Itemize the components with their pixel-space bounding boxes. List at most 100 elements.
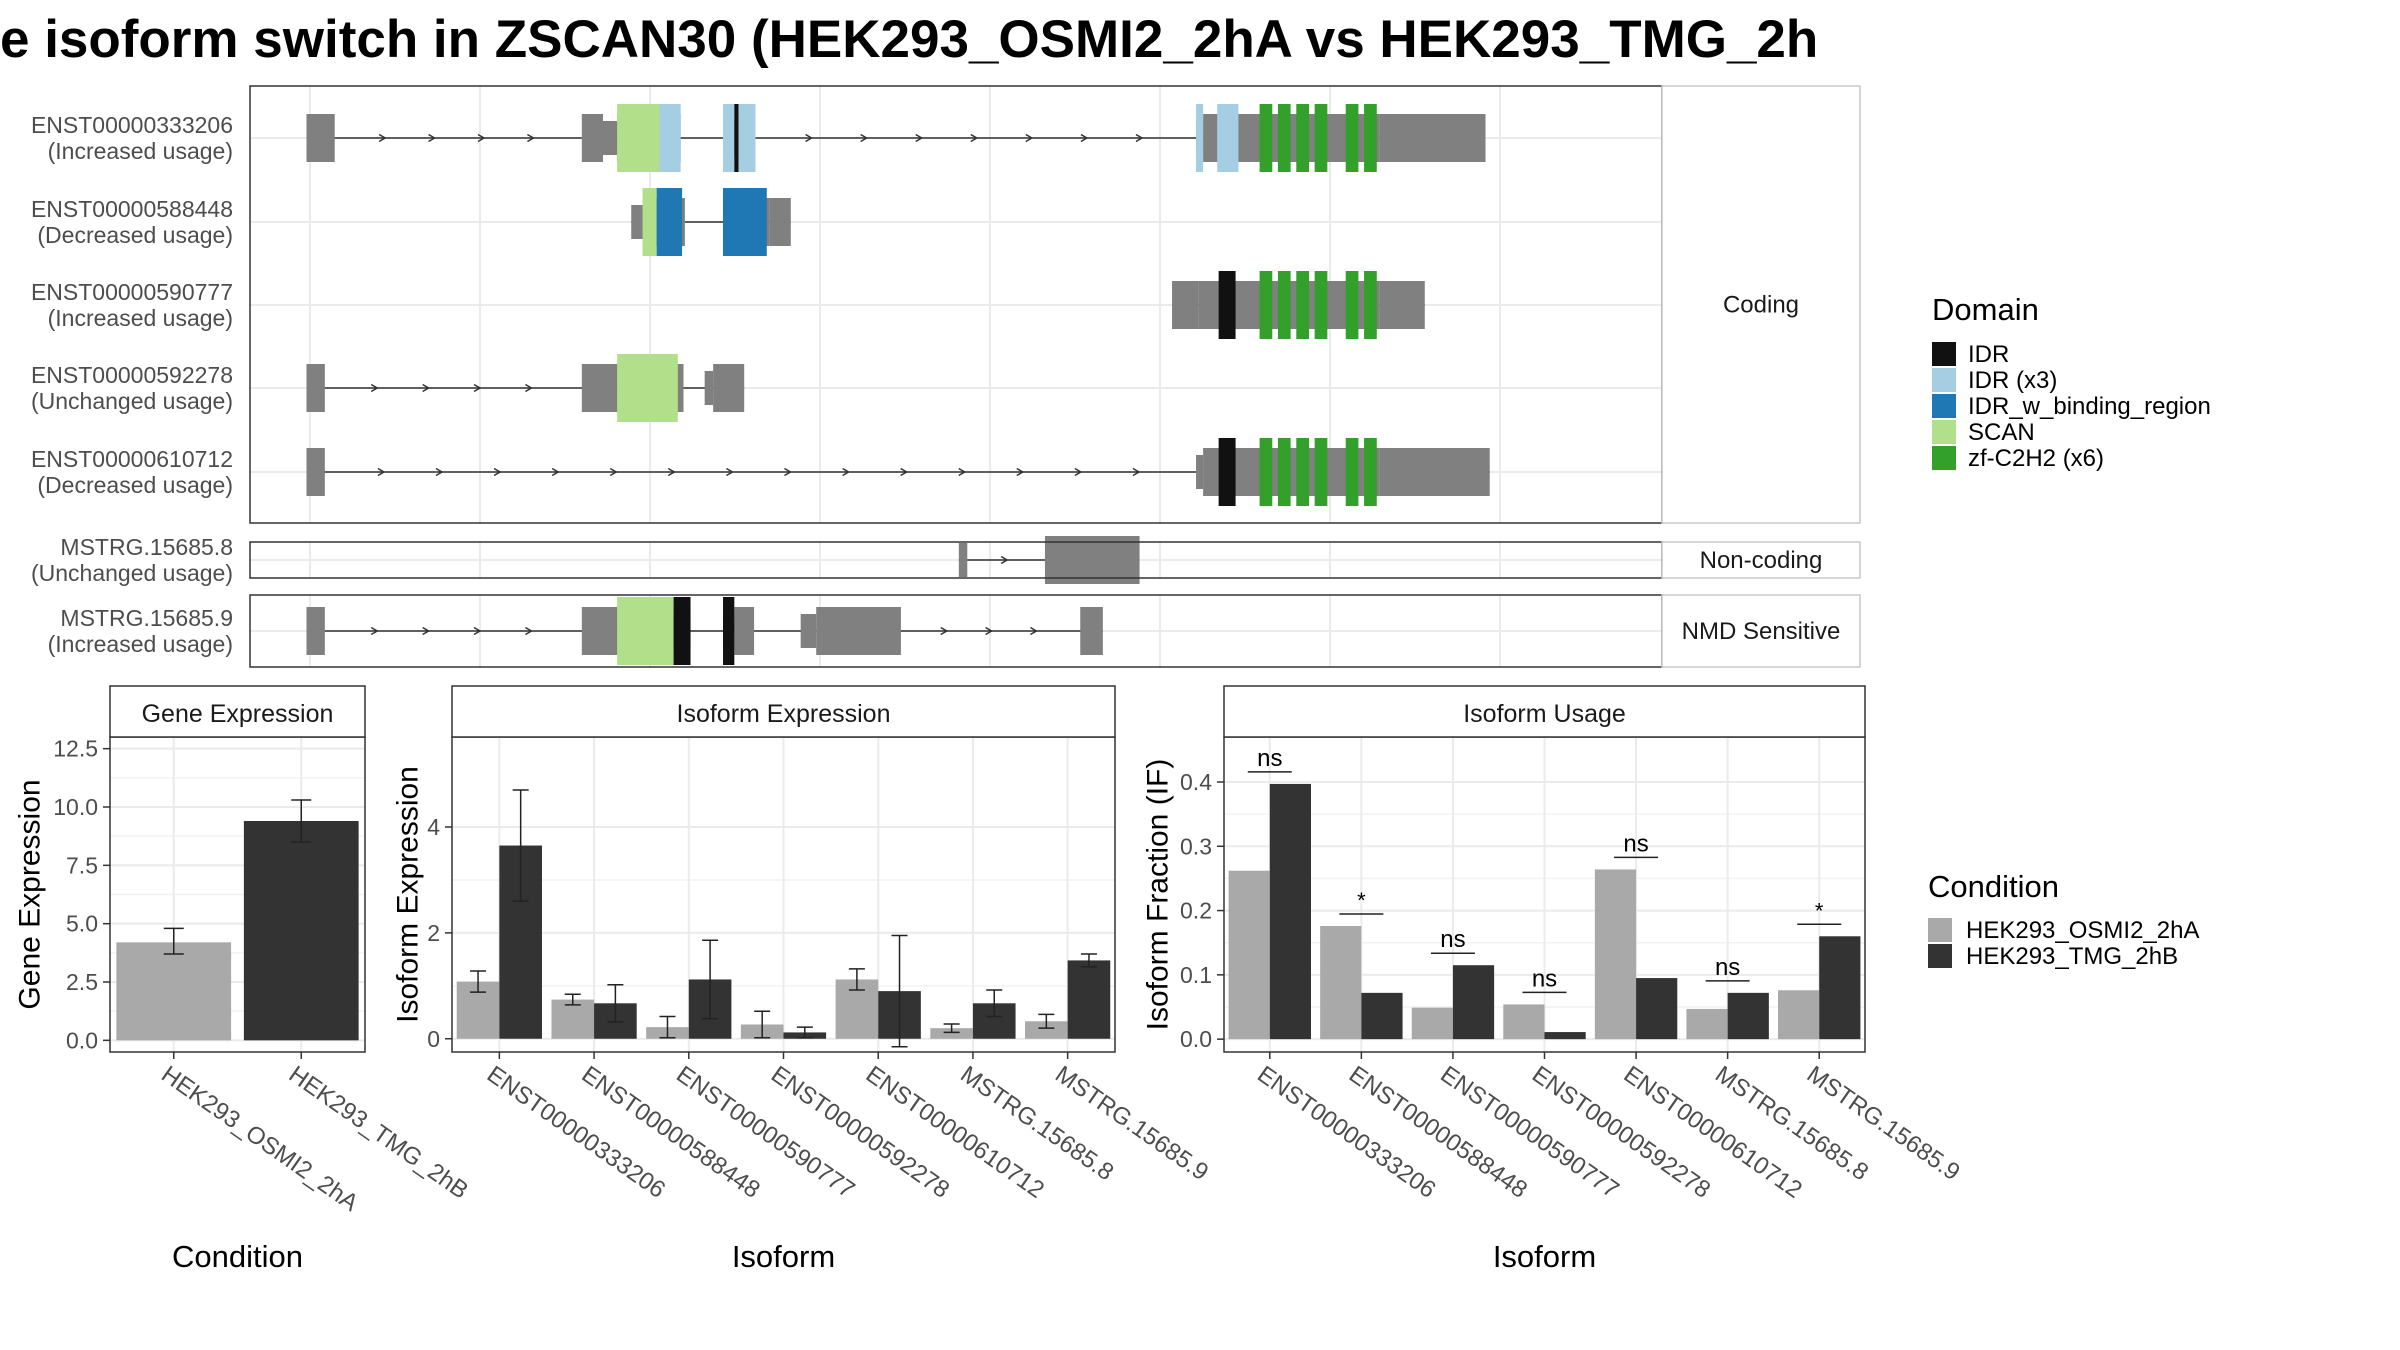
facet-strip: [1661, 541, 1861, 579]
bar: [1361, 992, 1403, 1040]
structure-panel-0: ENST00000333206(Increased usage)ENST0000…: [31, 85, 1861, 524]
y-tick-label: 2: [427, 920, 440, 946]
isoform-usage-label: (Unchanged usage): [31, 388, 233, 414]
exon: [1080, 607, 1103, 655]
legend-swatch: [1928, 944, 1952, 968]
exon: [816, 607, 901, 655]
intron-arrow: [525, 383, 533, 393]
exon: [603, 121, 618, 155]
chart-isoform-usage: ns * ns ns ns ns * Isoform Usage 0.0 0.1 0.2 0.3 0.4…: [1142, 685, 1965, 1274]
exon: [581, 114, 603, 162]
domain-zf-c2h2-x6-: [1314, 438, 1328, 506]
isoform-track: MSTRG.15685.8(Unchanged usage): [31, 534, 1140, 586]
isoform-track: ENST00000588448(Decreased usage): [31, 188, 791, 256]
significance-label: ns: [1623, 830, 1648, 857]
y-axis-label: Gene Expression: [14, 779, 47, 1009]
exon: [958, 543, 968, 577]
bar: [1636, 978, 1678, 1040]
bar: [1778, 990, 1820, 1040]
y-tick-label: 5.0: [66, 911, 98, 937]
bar: [1228, 870, 1270, 1040]
domain-zf-c2h2-x6-: [1345, 271, 1359, 339]
bar: [1025, 1021, 1068, 1039]
chart-title: Isoform Usage: [1463, 700, 1626, 728]
y-tick-label: 4: [427, 814, 440, 840]
bar: [930, 1028, 973, 1039]
exon: [1044, 536, 1140, 584]
intron-arrow: [842, 467, 851, 477]
isoform-id-label: MSTRG.15685.9: [60, 605, 233, 631]
intron-arrow: [970, 133, 979, 143]
significance-label: ns: [1715, 954, 1740, 981]
intron-arrow: [428, 133, 437, 143]
facet-strip-label: Coding: [1723, 292, 1799, 319]
intron-arrow: [1000, 555, 1009, 565]
error-bar: [986, 989, 1003, 1018]
intron-arrow: [915, 133, 924, 143]
figure-title: e isoform switch in ZSCAN30 (HEK293_OSMI…: [0, 10, 1818, 69]
domain-idr-x3-: [659, 104, 681, 172]
intron-arrow: [1025, 133, 1034, 143]
domain-zf-c2h2-x6-: [1277, 104, 1291, 172]
intron-arrow: [726, 467, 734, 477]
domain-zf-c2h2-x6-: [1345, 104, 1359, 172]
error-bar: [943, 1023, 960, 1034]
bar: [1727, 992, 1769, 1040]
isoform-id-label: ENST00000610712: [31, 446, 233, 472]
error-bar: [607, 984, 624, 1023]
y-tick-label: 0.0: [66, 1027, 98, 1053]
domain-zf-c2h2-x6-: [1259, 271, 1273, 339]
facet-strip: [1661, 594, 1861, 668]
exon: [713, 364, 745, 412]
intron-arrow: [370, 626, 379, 636]
domain-idr-x3-: [738, 104, 756, 172]
error-bar: [754, 1010, 771, 1039]
intron-arrow: [473, 383, 482, 393]
intron-arrow: [1074, 467, 1083, 477]
y-tick-label: 0.1: [1180, 962, 1212, 988]
domain-idr: [1218, 271, 1236, 339]
y-tick-label: 0: [427, 1026, 440, 1052]
domain-zf-c2h2-x6-: [1277, 271, 1291, 339]
error-bar: [470, 970, 487, 993]
isoform-id-label: ENST00000590777: [31, 279, 233, 305]
intron-arrow: [1030, 626, 1038, 636]
intron-arrow: [370, 383, 379, 393]
domain-zf-c2h2-x6-: [1364, 104, 1377, 172]
isoform-track: ENST00000610712(Decreased usage): [31, 438, 1490, 506]
domain-idr: [673, 597, 691, 665]
error-bar: [848, 968, 865, 991]
domain-legend-title: Domain: [1932, 292, 2039, 327]
intron-arrow: [377, 467, 386, 477]
domain-zf-c2h2-x6-: [1314, 104, 1328, 172]
domain-zf-c2h2-x6-: [1314, 271, 1328, 339]
isoform-id-label: ENST00000592278: [31, 362, 233, 388]
isoform-usage-label: (Decreased usage): [37, 472, 233, 498]
legend-label: IDR: [1968, 341, 2009, 368]
y-tick-label: 0.4: [1180, 769, 1212, 795]
exon: [306, 114, 335, 162]
x-axis-label: Condition: [172, 1239, 303, 1274]
facet-strip-label: NMD Sensitive: [1682, 618, 1841, 645]
intron-arrow: [493, 467, 502, 477]
legend-swatch: [1932, 394, 1956, 418]
intron-arrow: [378, 133, 387, 143]
bar: [1452, 965, 1495, 1040]
bar: [1594, 869, 1637, 1040]
isoform-structure-panel: ENST00000333206(Increased usage)ENST0000…: [31, 85, 1861, 668]
domain-zf-c2h2-x6-: [1259, 104, 1273, 172]
significance-label: ns: [1532, 965, 1557, 992]
chart-title: Gene Expression: [142, 700, 334, 728]
legend-label: HEK293_TMG_2hB: [1966, 943, 2178, 970]
facet-strip: [451, 685, 1116, 738]
isoform-usage-label: (Increased usage): [48, 305, 233, 331]
intron-arrow: [784, 467, 792, 477]
bar: [1503, 1004, 1545, 1040]
legend-label: HEK293_OSMI2_2hA: [1966, 917, 2199, 944]
intron-arrow: [940, 626, 949, 636]
domain-idr-w-binding-region: [656, 188, 683, 256]
intron-arrow: [473, 626, 482, 636]
error-bar: [1038, 1013, 1055, 1029]
intron-arrow: [958, 467, 967, 477]
